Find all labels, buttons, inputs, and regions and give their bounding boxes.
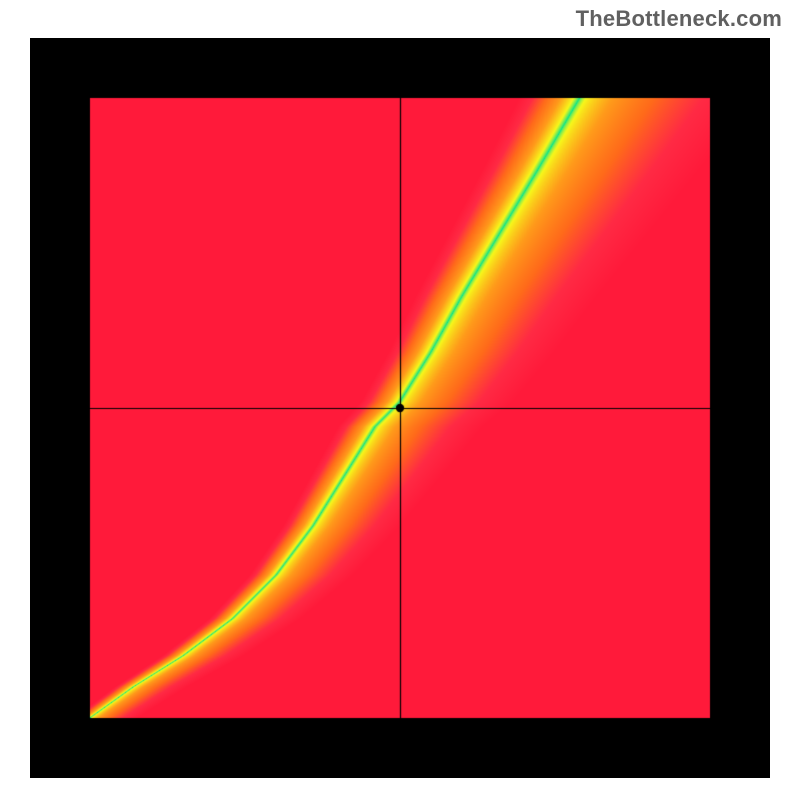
bottleneck-heatmap: [30, 38, 770, 778]
chart-container: TheBottleneck.com: [0, 0, 800, 800]
watermark-text: TheBottleneck.com: [576, 6, 782, 32]
